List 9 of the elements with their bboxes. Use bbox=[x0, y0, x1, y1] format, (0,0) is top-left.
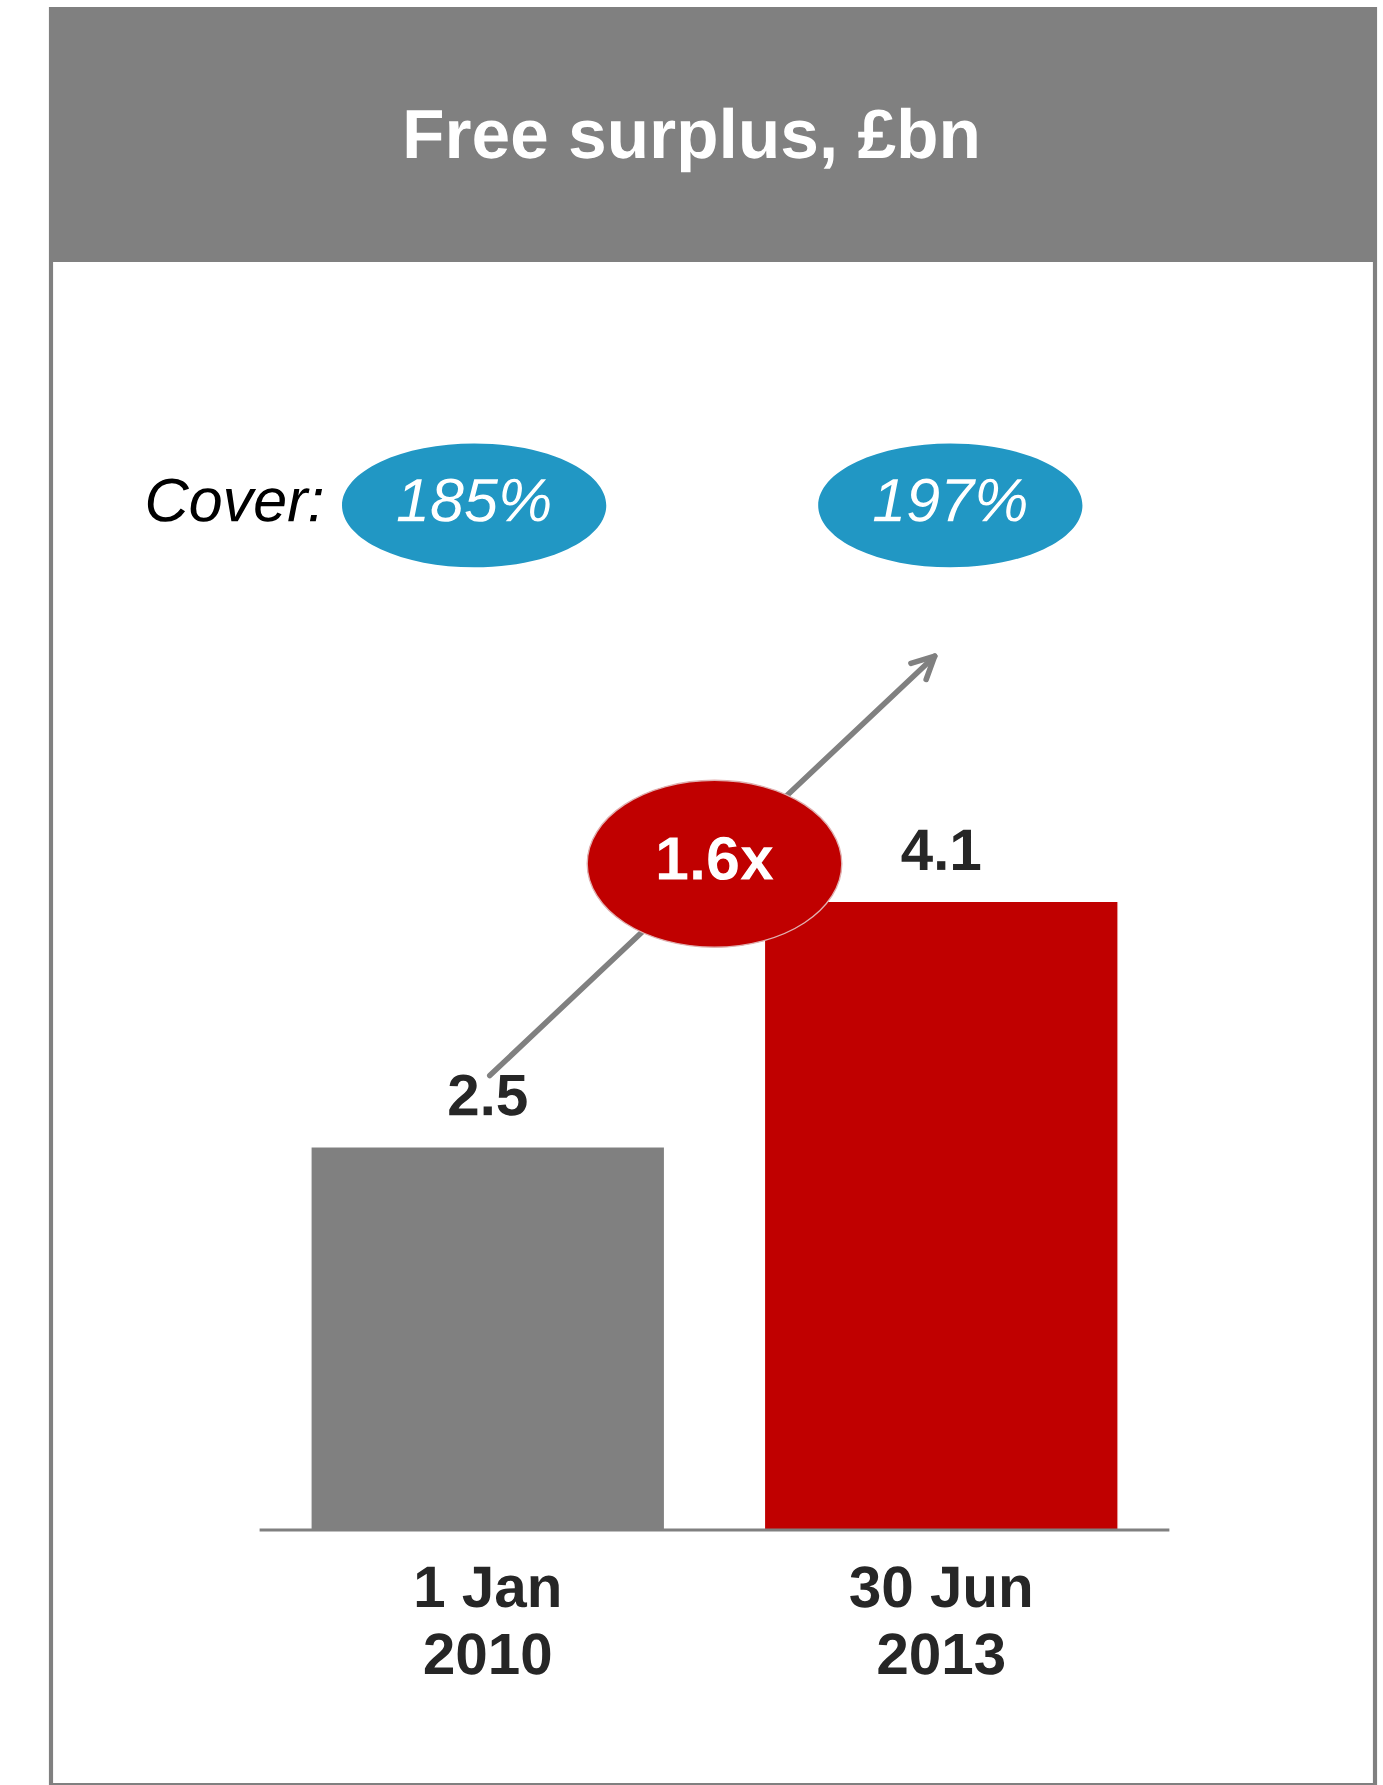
text: 1.6x bbox=[658, 836, 774, 881]
data-label: 2.5 bbox=[449, 1074, 527, 1116]
x-tick-label: 1 Jan 2010 bbox=[416, 1566, 559, 1675]
text: Cover: bbox=[147, 478, 323, 522]
data-label: 4.1 bbox=[901, 829, 981, 870]
text: 185% bbox=[397, 478, 550, 522]
x-tick-label: 30 Jun 2013 bbox=[850, 1566, 1031, 1675]
text: 197% bbox=[873, 478, 1026, 522]
chart-title: Free surplus, £bn bbox=[406, 107, 977, 173]
